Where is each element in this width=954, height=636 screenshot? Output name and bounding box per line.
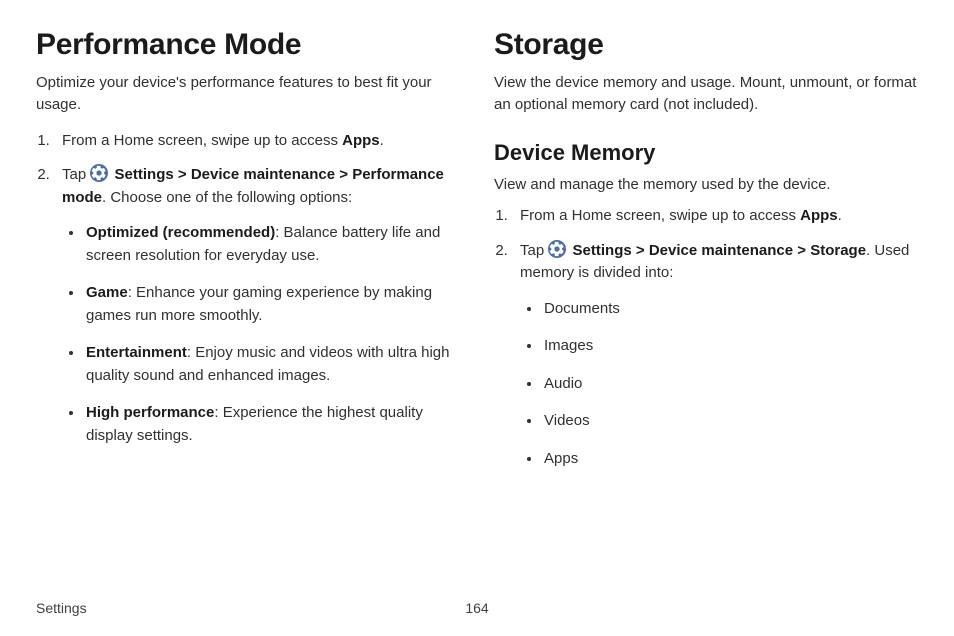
category-audio: Audio	[542, 372, 918, 396]
category-apps: Apps	[542, 447, 918, 471]
category-videos: Videos	[542, 409, 918, 433]
storage-step-2: Tap Settings > Device maintenance > Stor…	[512, 240, 918, 471]
option-entertainment: Entertainment: Enjoy music and videos wi…	[84, 341, 460, 387]
storage-intro: View the device memory and usage. Mount,…	[494, 72, 918, 116]
right-column: Storage View the device memory and usage…	[494, 28, 918, 484]
performance-options: Optimized (recommended): Balance battery…	[62, 221, 460, 447]
performance-step-1: From a Home screen, swipe up to access A…	[54, 130, 460, 153]
storage-heading: Storage	[494, 28, 918, 62]
performance-mode-intro: Optimize your device's performance featu…	[36, 72, 460, 116]
settings-icon	[548, 240, 566, 258]
footer-page-number: 164	[465, 600, 488, 616]
device-memory-heading: Device Memory	[494, 140, 918, 166]
storage-steps: From a Home screen, swipe up to access A…	[494, 205, 918, 470]
option-optimized: Optimized (recommended): Balance battery…	[84, 221, 460, 267]
performance-step-2: Tap Settings > Device maintenance > Perf…	[54, 164, 460, 447]
storage-step-1: From a Home screen, swipe up to access A…	[512, 205, 918, 228]
device-memory-intro: View and manage the memory used by the d…	[494, 174, 918, 196]
settings-icon	[90, 164, 108, 182]
footer-section: Settings	[36, 600, 87, 616]
option-high-performance: High performance: Experience the highest…	[84, 401, 460, 447]
memory-categories: Documents Images Audio Videos Apps	[520, 297, 918, 471]
category-documents: Documents	[542, 297, 918, 321]
category-images: Images	[542, 334, 918, 358]
option-game: Game: Enhance your gaming experience by …	[84, 281, 460, 327]
performance-steps: From a Home screen, swipe up to access A…	[36, 130, 460, 448]
performance-mode-heading: Performance Mode	[36, 28, 460, 62]
page-footer: Settings 164	[36, 600, 918, 616]
left-column: Performance Mode Optimize your device's …	[36, 28, 460, 484]
